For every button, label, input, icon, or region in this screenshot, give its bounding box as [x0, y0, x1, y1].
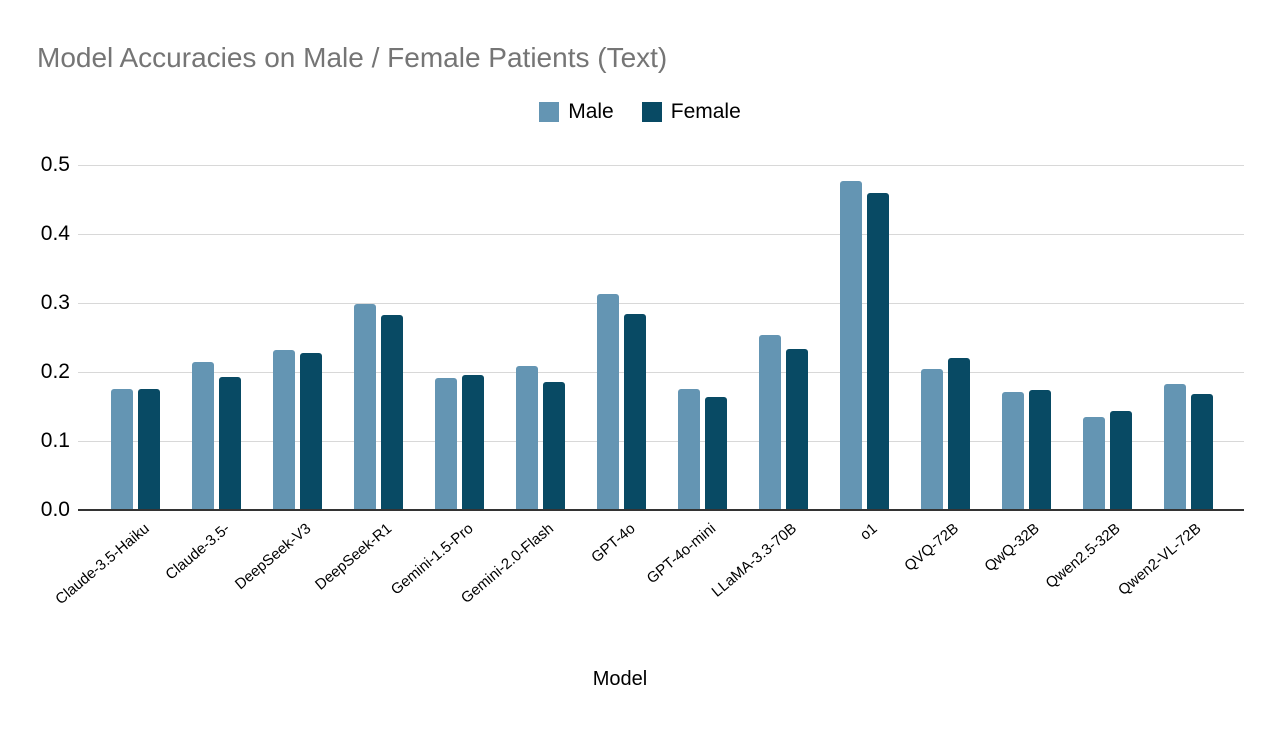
bar-female-7: [623, 314, 646, 510]
bar-male-14: [1163, 384, 1186, 510]
x-axis-title: Model: [592, 668, 648, 690]
x-tick-label: QVQ-72B: [901, 520, 963, 575]
x-tick-label: LLaMA-3.3-70B: [708, 520, 801, 601]
bar-female-13: [1109, 410, 1132, 510]
plot-area: [78, 165, 1244, 511]
bar-male-5: [434, 377, 457, 510]
bar-male-2: [191, 362, 214, 510]
x-tick-label: QwQ-32B: [981, 520, 1043, 576]
legend-label-male: Male: [568, 100, 614, 123]
gridline: [78, 303, 1244, 304]
x-tick-label: DeepSeek-V3: [231, 520, 315, 594]
bar-female-10: [866, 192, 889, 510]
bar-male-3: [272, 349, 295, 510]
legend-item-male: Male: [539, 100, 614, 124]
male-swatch-icon: [539, 102, 560, 122]
chart-title: Model Accuracies on Male / Female Patien…: [37, 42, 668, 73]
bar-female-5: [461, 375, 484, 510]
bar-female-8: [704, 396, 727, 510]
x-tick-label: Claude-3.5-Haiku: [51, 520, 153, 609]
legend-label-female: Female: [670, 100, 741, 123]
bar-male-4: [353, 304, 376, 510]
gridline: [78, 165, 1244, 166]
bar-female-3: [299, 353, 322, 510]
legend-item-female: Female: [641, 100, 741, 124]
x-tick-label: GPT-4o: [587, 520, 639, 567]
gridline: [78, 234, 1244, 235]
bar-male-6: [515, 365, 538, 510]
y-tick-label: 0.1: [40, 429, 70, 452]
x-axis-line: [78, 509, 1244, 511]
x-tick-label: Gemini-1.5-Pro: [387, 520, 477, 599]
bar-male-9: [758, 335, 781, 510]
y-tick-label: 0.3: [40, 291, 70, 314]
bar-male-11: [920, 368, 943, 510]
y-tick-label: 0.5: [40, 153, 70, 176]
bar-male-8: [677, 388, 700, 510]
y-tick-label: 0.4: [40, 222, 70, 245]
x-tick-label: GPT-4o-mini: [643, 520, 720, 588]
gridline: [78, 441, 1244, 442]
bar-male-7: [596, 294, 619, 510]
y-tick-label: 0.2: [40, 360, 70, 383]
bar-female-14: [1190, 394, 1213, 510]
bar-female-12: [1028, 389, 1051, 510]
bar-male-1: [110, 389, 133, 510]
y-tick-label: 0.0: [40, 498, 70, 521]
x-tick-label: Qwen2-VL-72B: [1115, 520, 1205, 599]
x-tick-label: Claude-3.5-: [162, 520, 234, 584]
gridline: [78, 372, 1244, 373]
x-tick-label: DeepSeek-R1: [312, 520, 396, 594]
bar-female-9: [785, 348, 808, 510]
bar-male-13: [1082, 416, 1105, 510]
bar-female-1: [137, 389, 160, 510]
bar-male-12: [1001, 392, 1024, 510]
x-tick-label: Qwen2.5-32B: [1042, 520, 1124, 592]
bar-female-2: [218, 376, 241, 510]
female-swatch-icon: [641, 102, 662, 122]
bar-female-6: [542, 382, 565, 510]
bar-female-11: [947, 358, 970, 510]
bar-male-10: [839, 180, 862, 510]
bar-female-4: [380, 314, 403, 510]
legend: Male Female: [0, 100, 1280, 124]
x-tick-label: o1: [857, 520, 882, 544]
